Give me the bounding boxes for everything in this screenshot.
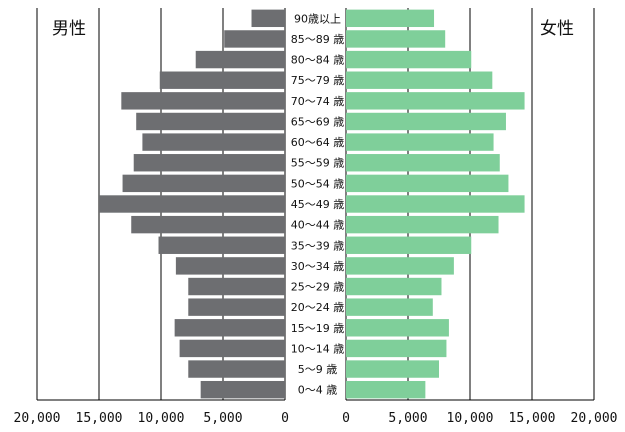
bar-female-11: [346, 154, 500, 172]
bar-male-14: [121, 92, 285, 110]
age-group-label: 50〜54 歳: [291, 177, 345, 190]
bar-female-4: [346, 298, 433, 316]
bar-female-6: [346, 257, 454, 275]
bar-female-0: [346, 380, 426, 399]
bar-male-17: [224, 30, 285, 48]
age-group-label: 25〜29 歳: [291, 281, 345, 294]
age-group-label: 75〜79 歳: [291, 74, 345, 87]
bar-male-7: [158, 236, 285, 254]
bar-male-2: [179, 339, 285, 358]
bar-male-9: [99, 195, 285, 213]
bar-female-13: [346, 112, 506, 131]
bar-female-18: [346, 9, 435, 28]
bar-female-5: [346, 277, 442, 296]
bar-male-16: [195, 50, 285, 69]
age-group-label: 30〜34 歳: [291, 260, 345, 273]
bar-layer: [99, 9, 525, 399]
age-group-label: 40〜44 歳: [291, 219, 345, 232]
age-group-label: 45〜49 歳: [291, 198, 345, 211]
bar-female-3: [346, 319, 449, 337]
bar-male-11: [133, 154, 285, 172]
tick-label-female: 5,000: [388, 411, 427, 426]
age-group-label: 0〜4 歳: [298, 384, 338, 397]
bar-male-18: [251, 9, 285, 28]
bar-female-9: [346, 195, 525, 213]
bar-male-13: [136, 112, 285, 131]
bar-female-14: [346, 92, 525, 110]
bar-female-12: [346, 133, 494, 151]
bar-female-10: [346, 174, 509, 193]
bar-male-0: [200, 380, 285, 399]
tick-label-male: 0: [281, 411, 289, 426]
tick-label-male: 15,000: [76, 411, 123, 426]
bar-female-15: [346, 71, 493, 89]
bar-male-3: [174, 319, 285, 337]
bar-female-17: [346, 30, 446, 48]
age-group-label: 15〜19 歳: [291, 322, 345, 335]
bar-male-10: [122, 174, 285, 193]
tick-label-female: 20,000: [571, 411, 618, 426]
age-group-label: 55〜59 歳: [291, 157, 345, 170]
bar-female-16: [346, 50, 472, 69]
bar-female-1: [346, 360, 439, 378]
bar-male-8: [131, 215, 285, 234]
tick-label-female: 0: [342, 411, 350, 426]
x-axis-ticks: 20,000 15,000 10,000 5,000 0 0 5,000 10,000 15,0…: [14, 411, 618, 426]
bar-female-7: [346, 236, 472, 254]
tick-label-male: 5,000: [203, 411, 242, 426]
age-group-label: 5〜9 歳: [298, 363, 338, 376]
tick-label-male: 20,000: [14, 411, 61, 426]
age-group-label: 90歳以上: [294, 12, 341, 25]
label-layer: 0〜4 歳 5〜9 歳 10〜14 歳 15〜19 歳 20〜24 歳 25〜29 歳 30…: [291, 12, 345, 396]
age-group-label: 60〜64 歳: [291, 136, 345, 149]
age-group-label: 65〜69 歳: [291, 115, 345, 128]
tick-label-female: 15,000: [509, 411, 556, 426]
bar-male-1: [188, 360, 285, 378]
bar-male-4: [188, 298, 285, 316]
bar-female-2: [346, 339, 447, 358]
age-group-label: 20〜24 歳: [291, 301, 345, 314]
tick-label-female: 10,000: [447, 411, 494, 426]
bar-female-8: [346, 215, 499, 234]
female-label: 女性: [540, 19, 574, 39]
age-group-label: 80〜84 歳: [291, 54, 345, 67]
bar-male-15: [159, 71, 285, 89]
age-group-label: 85〜89 歳: [291, 33, 345, 46]
age-group-label: 70〜74 歳: [291, 95, 345, 108]
tick-label-male: 10,000: [138, 411, 185, 426]
bar-male-12: [142, 133, 285, 151]
age-group-label: 10〜14 歳: [291, 342, 345, 355]
male-label: 男性: [52, 19, 86, 39]
bar-male-6: [175, 257, 285, 275]
bar-male-5: [188, 277, 285, 296]
age-group-label: 35〜39 歳: [291, 239, 345, 252]
